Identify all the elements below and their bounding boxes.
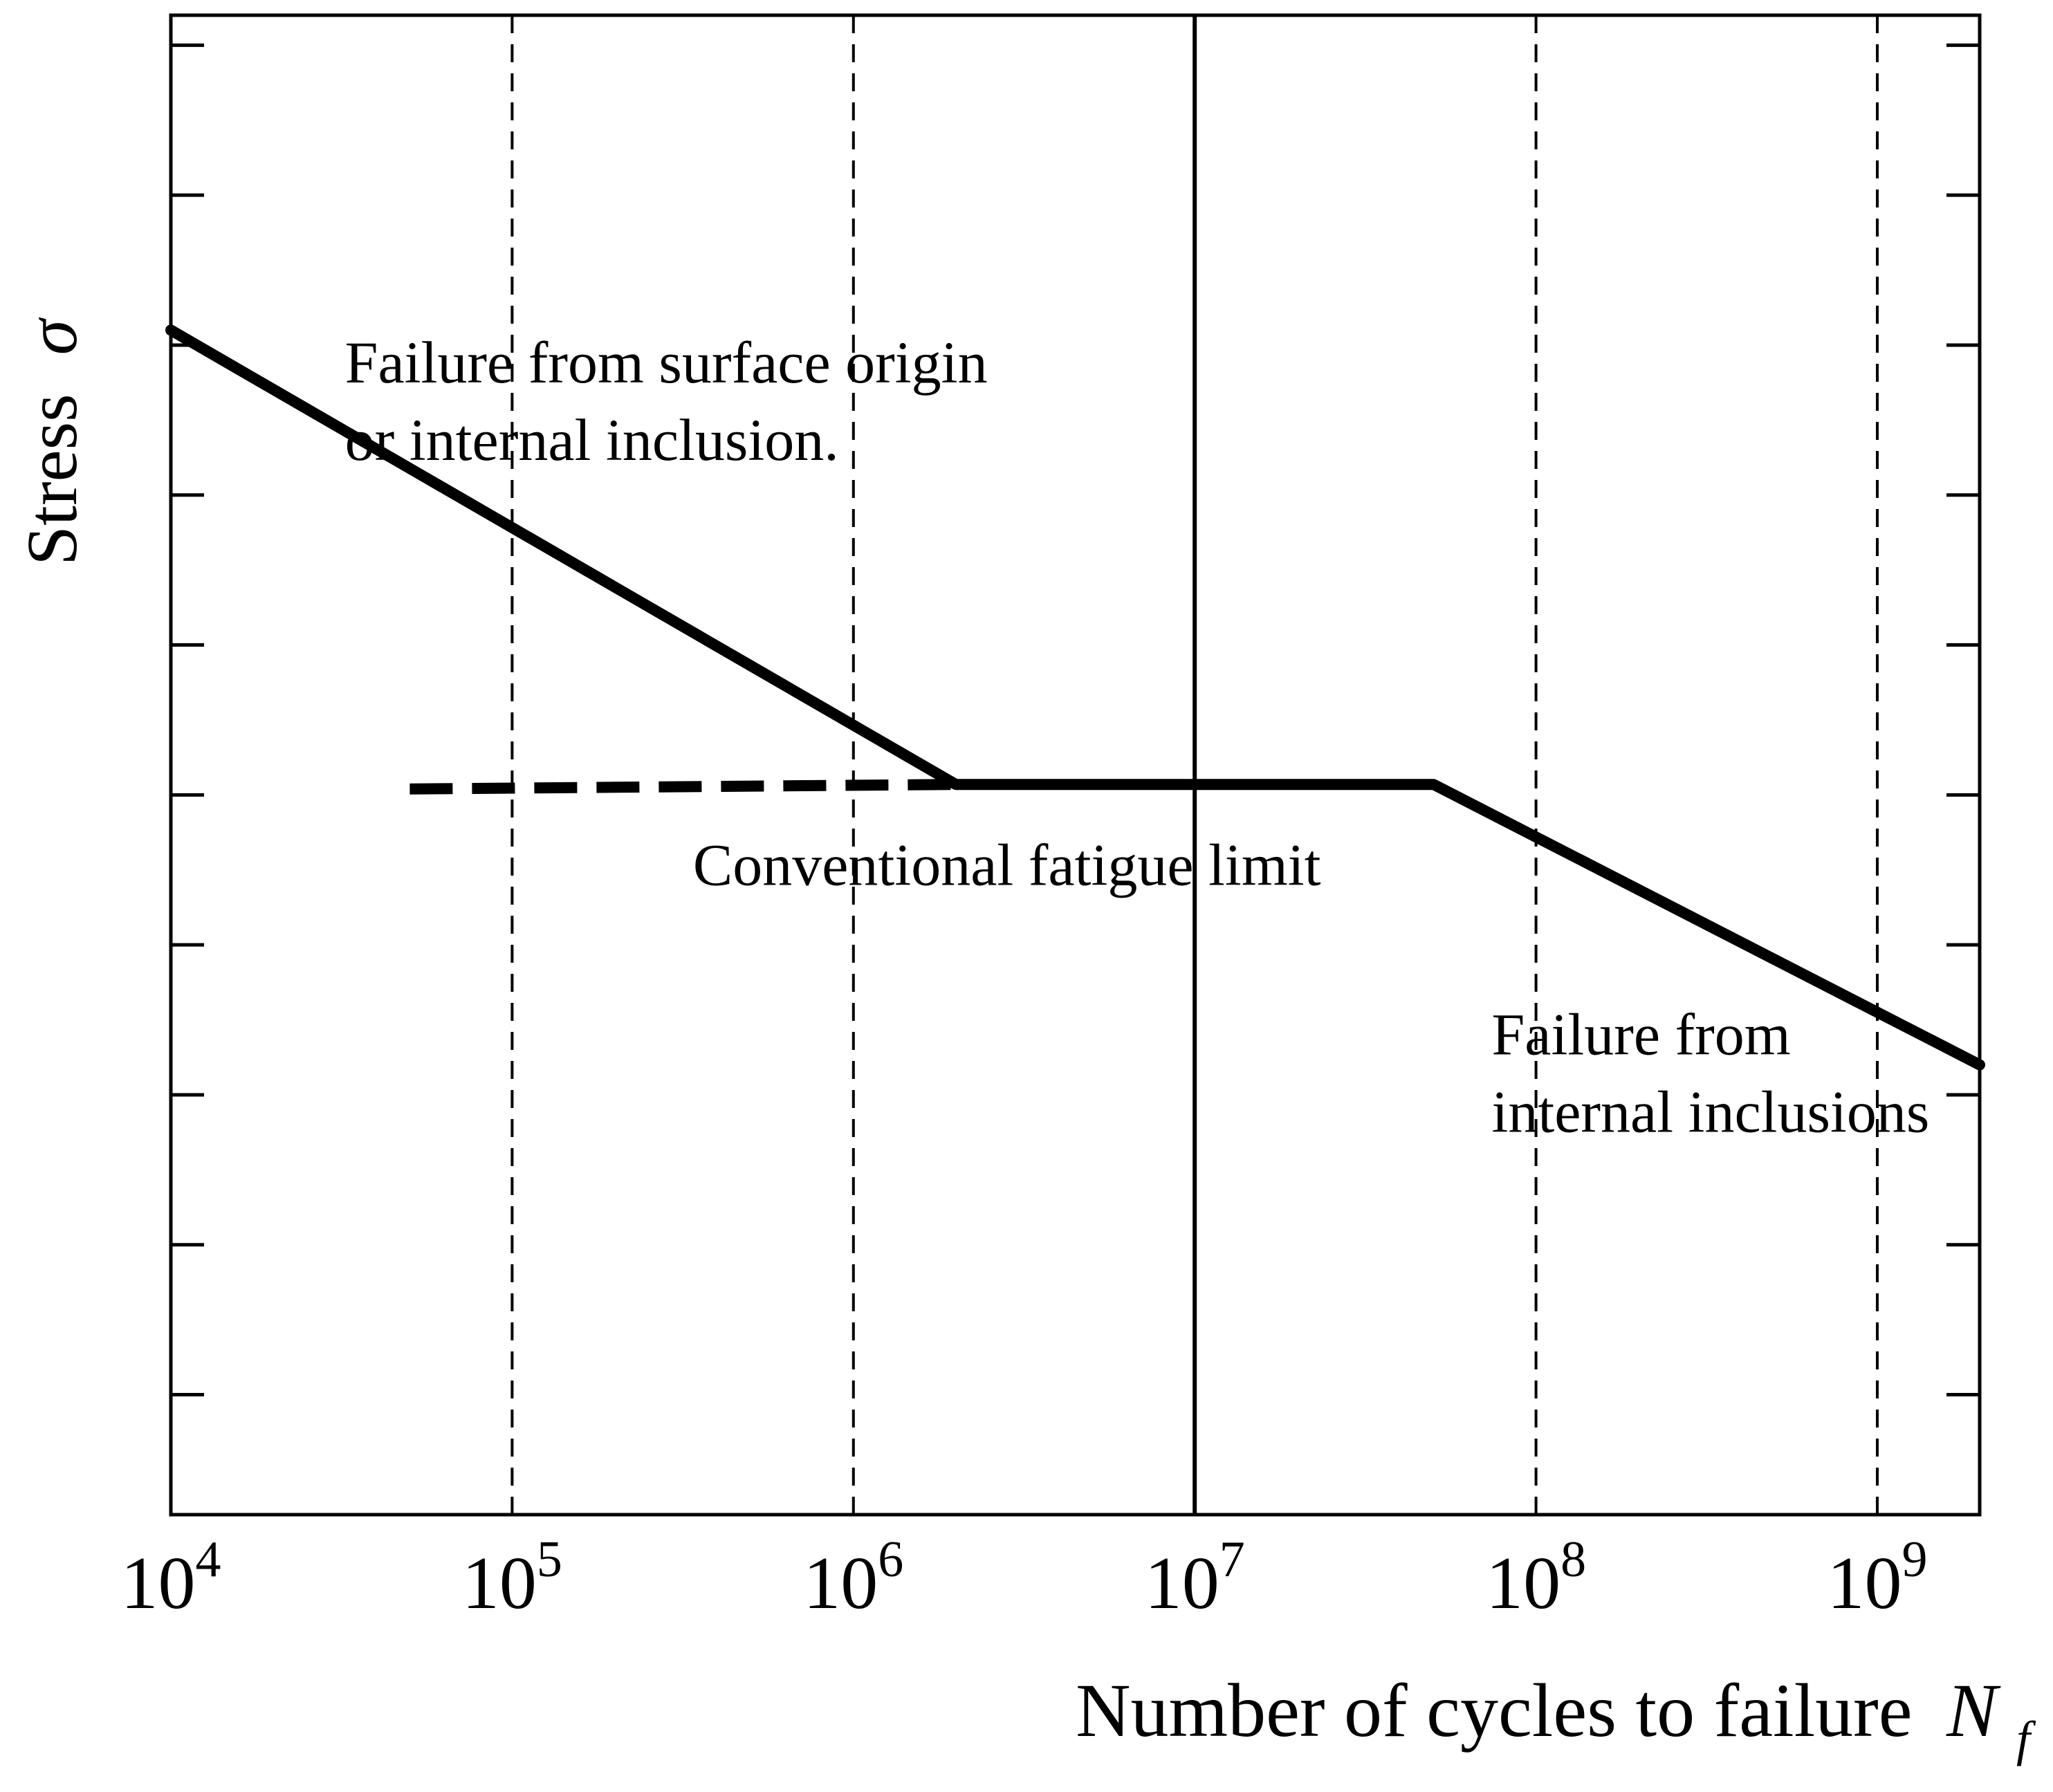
x-tick-label-1e8: 108 (1486, 1531, 1586, 1625)
annotation-surface-origin: Failure from surface origin or internal i… (345, 329, 988, 473)
sn-curve-line (165, 324, 1985, 1071)
annotation-internal-inclusions: Failure from internal inclusions (1491, 1001, 1929, 1145)
x-tick-label-1e4: 104 (121, 1531, 221, 1625)
x-tick-label-1e9: 109 (1827, 1531, 1927, 1625)
x-axis-label: Number of cycles to failure N f (1076, 1668, 2036, 1766)
x-tick-label-1e6: 106 (803, 1531, 903, 1625)
plot-area (165, 13, 1985, 1517)
x-tick-label-1e7: 107 (1145, 1531, 1245, 1625)
y-axis-label: Stress σ (12, 317, 92, 565)
plot-frame (169, 13, 1982, 1517)
annotation-fatigue-limit: Conventional fatigue limit (693, 831, 1321, 898)
fatigue-limit-dashed-line (409, 779, 956, 795)
x-tick-label-1e5: 105 (462, 1531, 562, 1625)
